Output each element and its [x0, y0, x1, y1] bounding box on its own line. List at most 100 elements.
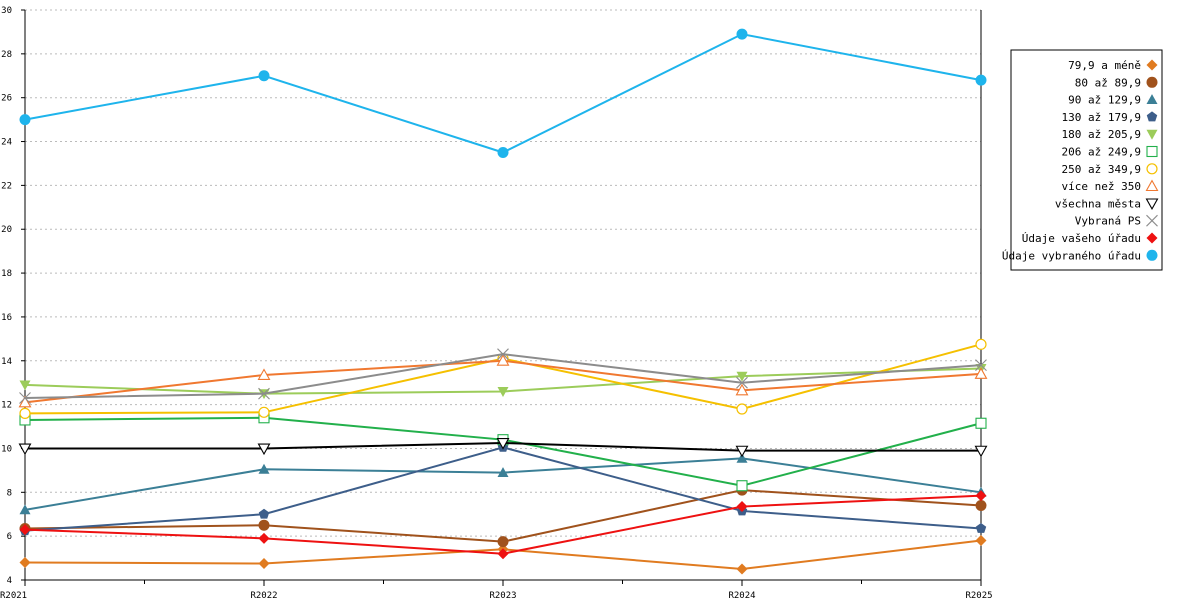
data-point [258, 519, 270, 531]
y-tick-label: 16 [1, 313, 12, 323]
legend-label: 80 až 89,9 [1075, 76, 1141, 89]
legend-marker [1145, 179, 1159, 192]
data-point [975, 535, 987, 547]
y-tick-label: 26 [1, 94, 12, 104]
legend-label: 206 až 249,9 [1062, 146, 1141, 159]
data-point [258, 70, 270, 82]
legend-label: 130 až 179,9 [1062, 111, 1141, 124]
legend-marker [1146, 111, 1158, 122]
data-point [975, 74, 987, 86]
legend-label: 250 až 349,9 [1062, 163, 1141, 176]
series-3 [19, 441, 987, 536]
y-tick-label: 8 [7, 488, 12, 498]
series-8 [18, 438, 988, 458]
data-point [735, 383, 749, 396]
legend-label: 180 až 205,9 [1062, 128, 1141, 141]
data-point [975, 417, 987, 429]
legend-marker [1146, 249, 1158, 261]
data-point [258, 508, 270, 519]
data-point [974, 445, 988, 458]
y-tick-labels: 4 6 8 10 12 14 16 18 20 22 24 26 28 30 [1, 6, 25, 586]
data-point [736, 501, 748, 513]
data-point [975, 522, 987, 533]
data-point [974, 367, 988, 379]
y-tick-label: 12 [1, 401, 12, 411]
data-point [736, 452, 748, 463]
data-point [975, 359, 987, 372]
data-point [736, 28, 748, 40]
axes [24, 10, 982, 581]
series-line [24, 33, 982, 154]
y-tick-label: 22 [1, 181, 12, 191]
data-point [497, 536, 509, 548]
legend-label: 79,9 a méně [1068, 59, 1141, 72]
x-tick-labels: R2021 R2022 R2023 R2024 R2025 [0, 580, 993, 600]
legend-marker [1146, 59, 1158, 71]
data-point [19, 392, 31, 404]
x-tick-label: R2021 [0, 591, 27, 600]
x-tick-label: R2022 [250, 591, 277, 600]
y-tick-label: 30 [1, 6, 12, 16]
data-point [735, 445, 749, 458]
data-point [975, 490, 987, 502]
y-tick-label: 28 [1, 50, 12, 60]
legend-marker [1145, 198, 1159, 211]
data-point [497, 467, 509, 477]
y-tick-label: 14 [1, 357, 12, 367]
legend-marker [1146, 214, 1158, 227]
data-point [19, 524, 31, 536]
legend-label: Údaje vybraného úřadu [1002, 249, 1141, 262]
x-tick-label: R2024 [728, 591, 755, 600]
legend-marker [1146, 163, 1158, 175]
y-tick-label: 20 [1, 225, 12, 235]
data-point [258, 406, 270, 418]
data-point [497, 387, 509, 397]
y-tick-label: 10 [1, 444, 12, 454]
data-point [258, 463, 270, 474]
data-point [497, 147, 509, 158]
legend-label: Údaje vašeho úřadu [1022, 232, 1141, 245]
y-tick-label: 18 [1, 269, 12, 279]
series-7 [18, 354, 988, 408]
data-point [19, 556, 31, 568]
legend-label: všechna města [1055, 197, 1141, 210]
series-group [18, 28, 988, 575]
data-point [258, 387, 270, 400]
data-point [736, 371, 748, 382]
data-point [975, 499, 987, 511]
series-2 [19, 452, 987, 515]
data-point [257, 443, 271, 456]
series-10 [19, 490, 987, 560]
legend-marker [1146, 129, 1158, 140]
data-point [18, 443, 32, 456]
legend-marker [1146, 76, 1158, 88]
data-point [258, 532, 270, 544]
data-point [19, 380, 31, 391]
data-point [258, 558, 270, 570]
data-point [257, 368, 271, 380]
data-point [19, 114, 31, 126]
series-11 [19, 28, 987, 158]
data-point [736, 376, 748, 389]
legend-label: více než 350 [1062, 180, 1141, 193]
legend-label: 90 až 129,9 [1068, 94, 1141, 107]
legend-marker [1146, 94, 1158, 104]
series-1 [19, 484, 987, 548]
x-tick-label: R2025 [965, 591, 992, 600]
grid-lines [25, 9, 981, 537]
data-point [736, 563, 748, 575]
data-point [19, 407, 31, 419]
data-point [19, 504, 31, 515]
data-point [736, 403, 748, 415]
legend-label: Vybraná PS [1075, 215, 1141, 228]
y-tick-label: 6 [7, 532, 12, 542]
legend-box [1010, 49, 1163, 271]
legend-marker [1146, 232, 1158, 244]
data-point [736, 480, 748, 492]
y-tick-label: 4 [7, 576, 12, 586]
y-tick-label: 24 [1, 138, 12, 148]
x-tick-label: R2023 [489, 591, 516, 600]
series-9 [19, 348, 987, 404]
data-point [496, 438, 510, 450]
